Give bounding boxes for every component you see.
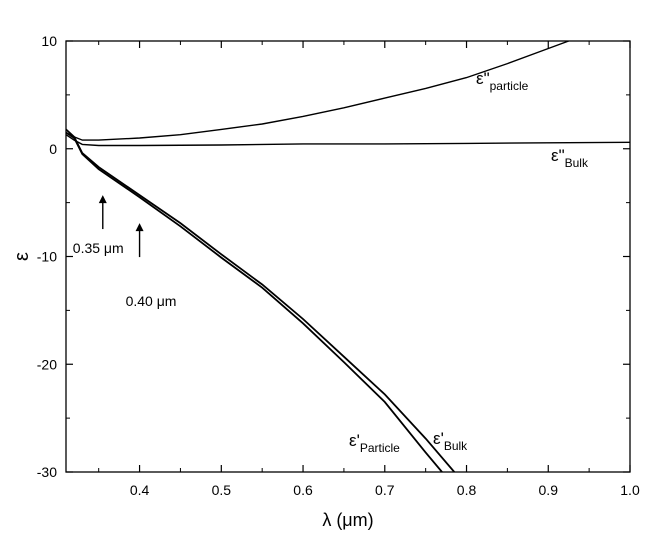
- series-label-eps1-particle: ε'Particle: [349, 431, 400, 455]
- y-axis: 10 0 -10 -20 -30: [37, 33, 630, 480]
- x-axis-label: λ (μm): [322, 510, 373, 530]
- x-tick-label: 0.6: [293, 482, 313, 498]
- series-label-text: ε'Bulk: [433, 429, 468, 453]
- annotation-label: 0.40 μm: [126, 293, 177, 309]
- x-tick-label: 0.5: [212, 482, 232, 498]
- series-line-1: [66, 134, 630, 147]
- plot-frame: [65, 40, 631, 473]
- y-tick-label: 10: [41, 33, 57, 49]
- series-label-eps1-bulk: ε'Bulk: [433, 429, 468, 453]
- x-tick-label: 1.0: [620, 482, 640, 498]
- series-label-text: ε'Particle: [349, 431, 400, 455]
- series-label-text: ε"Bulk: [551, 146, 589, 170]
- series-line-3: [66, 128, 455, 472]
- plot-lines: [66, 41, 630, 472]
- y-tick-label: -20: [37, 356, 57, 372]
- x-tick-label: 0.4: [130, 482, 150, 498]
- x-tick-label: 0.9: [539, 482, 559, 498]
- annotations: 0.35 μm 0.40 μm: [73, 195, 177, 309]
- x-tick-label: 0.7: [375, 482, 395, 498]
- annotation-arrowhead: [135, 223, 144, 232]
- series-label-text: ε"particle: [476, 69, 529, 93]
- x-axis: 0.4 0.5 0.6 0.7 0.8 0.9 1.0: [98, 41, 640, 498]
- y-tick-label: -30: [37, 464, 57, 480]
- x-tick-label: 0.8: [457, 482, 477, 498]
- annotation-label: 0.35 μm: [73, 240, 124, 256]
- series-label-eps2-bulk: ε"Bulk: [551, 146, 589, 170]
- y-axis-label: ε: [11, 252, 33, 261]
- series-line-0: [66, 41, 569, 141]
- annotation-arrowhead: [98, 195, 107, 204]
- series-label-eps2-particle: ε"particle: [476, 69, 529, 93]
- y-tick-label: -10: [37, 249, 57, 265]
- y-tick-label: 0: [49, 141, 57, 157]
